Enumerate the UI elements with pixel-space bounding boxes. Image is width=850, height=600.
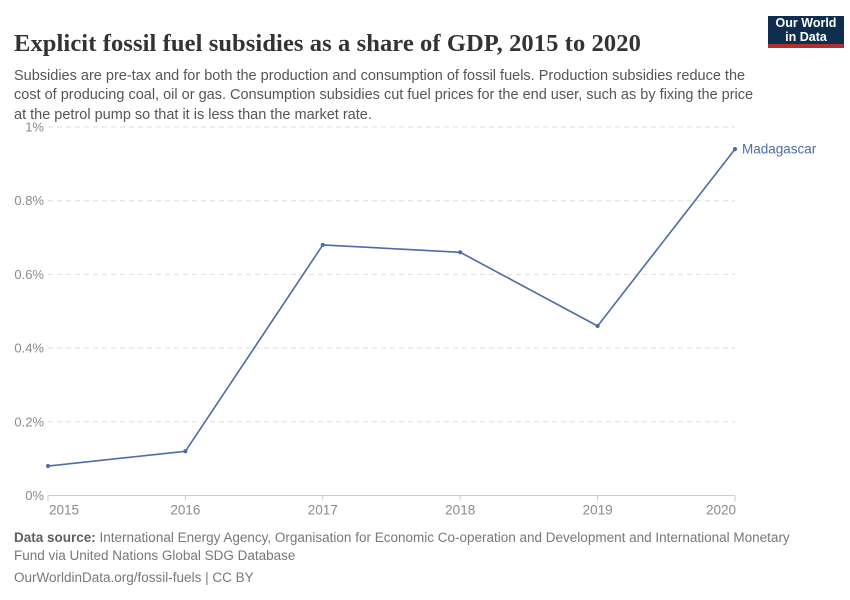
x-axis-tick-label: 2019 [583,503,613,518]
owid-logo-line2: in Data [785,30,827,44]
y-axis-tick-label: 0.6% [14,267,44,282]
x-axis-tick-label: 2016 [170,503,200,518]
data-point[interactable] [595,323,600,329]
chart-subtitle: Subsidies are pre-tax and for both the p… [14,67,754,123]
x-axis-tick-label: 2020 [706,503,736,518]
x-axis-tick-label: 2015 [49,503,79,518]
data-point[interactable] [458,250,463,255]
data-point[interactable] [45,463,51,469]
chart-title: Explicit fossil fuel subsidies as a shar… [14,30,641,58]
y-axis-tick-label: 0.4% [14,341,44,356]
owid-logo[interactable]: Our World in Data [768,16,844,48]
chart-footer: Data source: International Energy Agency… [14,529,814,587]
x-axis-tick-label: 2018 [445,503,475,518]
data-source-note: Data source: International Energy Agency… [14,529,814,565]
data-point[interactable] [320,242,325,248]
line-chart-plot-area[interactable]: 0% 0.2% 0.4% 0.6% 0.8% 1% 2015 2016 2017 2018 2019… [0,118,850,524]
data-point[interactable] [183,449,188,454]
y-axis-tick-label: 0.2% [14,414,44,429]
data-line[interactable] [47,148,736,467]
series-end-label[interactable]: Madagascar [742,142,817,157]
y-axis-tick-label: 0.8% [14,193,44,208]
license-note[interactable]: OurWorldinData.org/fossil-fuels | CC BY [14,570,254,585]
y-axis-tick-label: 0% [25,488,44,503]
y-axis-tick-label: 1% [25,120,44,135]
data-source-label: Data source: [14,530,96,545]
data-point[interactable] [732,147,738,152]
x-axis-tick-label: 2017 [308,503,338,518]
owid-logo-line1: Our World [775,16,837,30]
data-source-text: International Energy Agency, Organisatio… [14,530,790,563]
